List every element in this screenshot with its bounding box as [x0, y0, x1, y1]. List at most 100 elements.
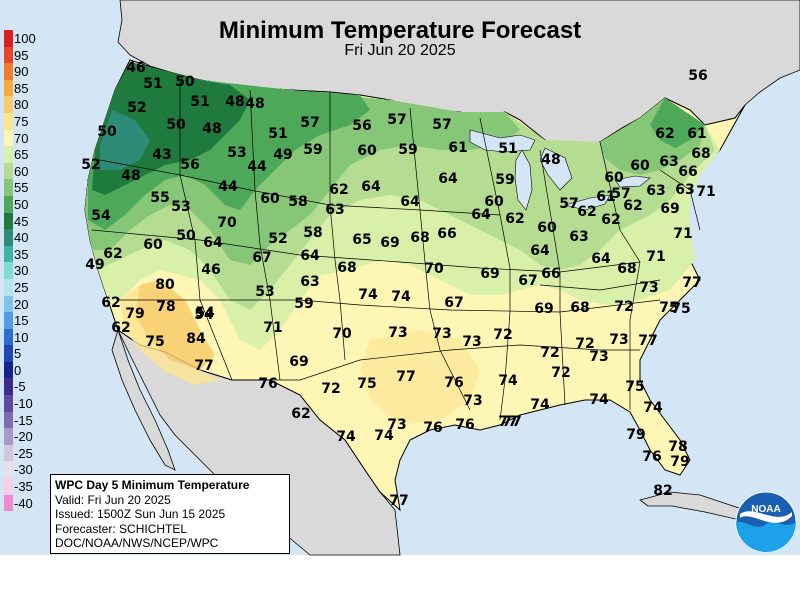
- scale-swatch: [4, 262, 13, 279]
- temp-label: 60: [143, 237, 163, 253]
- temp-label: 70: [332, 326, 352, 342]
- scale-swatch: [4, 328, 13, 346]
- temp-label: 72: [493, 327, 512, 343]
- scale-label: 15: [14, 313, 29, 329]
- scale-swatch: [4, 461, 13, 479]
- temp-label: 58: [303, 225, 322, 241]
- bottom-margin: [0, 555, 800, 600]
- scale-swatch: [4, 63, 13, 80]
- scale-label: -5: [14, 379, 26, 395]
- temp-label: 49: [273, 147, 292, 163]
- temp-label: 69: [480, 266, 499, 282]
- temp-label: 76: [423, 420, 442, 436]
- scale-swatch: [4, 129, 13, 147]
- temp-label: 57: [611, 186, 630, 202]
- temp-label: 73: [589, 349, 608, 365]
- temp-label: 77: [638, 333, 657, 349]
- temp-label: 59: [495, 172, 514, 188]
- scale-label: 90: [14, 64, 29, 80]
- scale-label: -10: [14, 396, 33, 412]
- temp-label: 56: [180, 157, 199, 173]
- temp-label: 62: [329, 182, 348, 198]
- temp-label: 71: [696, 184, 715, 200]
- temp-label: 78: [668, 439, 687, 455]
- temp-label: 53: [255, 284, 274, 300]
- scale-row: 0: [4, 361, 48, 379]
- scale-label: 95: [14, 47, 29, 63]
- temp-label: 54: [91, 208, 111, 224]
- scale-row: 60: [4, 162, 48, 180]
- temp-label: 63: [659, 154, 678, 170]
- temp-label: 72: [614, 299, 633, 315]
- info-forecaster: Forecaster: SCHICHTEL: [55, 521, 188, 536]
- temp-label: 63: [675, 182, 694, 198]
- temp-label: 61: [448, 140, 467, 156]
- temp-label: 62: [623, 198, 642, 214]
- temp-label: 59: [398, 142, 417, 158]
- temp-label: 57: [387, 112, 406, 128]
- temp-label: 69: [289, 354, 308, 370]
- band-40: [100, 110, 150, 170]
- temp-label: 64: [438, 171, 458, 187]
- temp-label: 70: [424, 261, 444, 277]
- temp-label: 46: [201, 262, 220, 278]
- band-50-east: [650, 98, 705, 148]
- scale-row: -40: [4, 494, 48, 512]
- temp-label: 73: [388, 325, 407, 341]
- temp-label: 69: [660, 201, 679, 217]
- temp-label: 66: [541, 266, 560, 282]
- info-box: WPC Day 5 Minimum Temperature Valid: Fri…: [50, 474, 290, 554]
- scale-row: 80: [4, 96, 48, 113]
- info-issued: Issued: 1500Z Sun Jun 15 2025: [55, 507, 226, 521]
- temp-label: 59: [294, 296, 313, 312]
- temp-label: 51: [498, 141, 517, 157]
- scale-row: -35: [4, 478, 48, 495]
- scale-row: 5: [4, 345, 48, 362]
- scale-label: 20: [14, 296, 29, 312]
- temp-label: 75: [671, 301, 690, 317]
- temp-label: 72: [321, 381, 340, 397]
- scale-swatch: [4, 494, 13, 512]
- scale-swatch: [4, 162, 13, 180]
- band-75-southwest: [120, 285, 220, 385]
- temp-label: 73: [462, 334, 481, 350]
- temp-label: 68: [410, 230, 429, 246]
- temp-label: 53: [227, 145, 246, 161]
- temp-label: 43: [152, 147, 171, 163]
- temp-label: 77: [682, 275, 701, 291]
- temp-label: 77: [396, 369, 415, 385]
- temp-label: 76: [258, 376, 277, 392]
- scale-swatch: [4, 361, 13, 379]
- scale-label: 0: [14, 362, 22, 378]
- scale-label: 60: [14, 163, 29, 179]
- temp-label: 72: [551, 365, 570, 381]
- temp-label: 64: [591, 251, 611, 267]
- temp-label: 51: [268, 126, 287, 142]
- temp-label: 65: [352, 232, 371, 248]
- temp-label: 48: [541, 152, 560, 168]
- temp-label: 73: [463, 393, 482, 409]
- band-80-southwest: [135, 280, 215, 370]
- temp-label: 75: [625, 379, 644, 395]
- map-subtitle: Fri Jun 20 2025: [344, 42, 456, 59]
- temp-label: 48: [225, 94, 244, 110]
- scale-swatch: [4, 428, 13, 445]
- temp-label: 52: [268, 231, 287, 247]
- temp-label: 73: [432, 326, 451, 342]
- temp-label: 74: [336, 429, 356, 445]
- temp-label: 64: [361, 179, 381, 195]
- scale-row: -25: [4, 444, 48, 462]
- temp-label: 67: [444, 295, 463, 311]
- temp-label: 71: [263, 320, 282, 336]
- temp-label: 79: [125, 306, 144, 322]
- temp-label: 63: [569, 229, 588, 245]
- temp-label: 64: [300, 248, 320, 264]
- temp-label: 61: [687, 126, 706, 142]
- temp-label: 51: [190, 94, 209, 110]
- temp-label: 78: [156, 299, 175, 315]
- temp-label: 74: [358, 287, 378, 303]
- temp-label: 60: [630, 158, 650, 174]
- temp-label: 77: [194, 358, 213, 374]
- temp-label: 52: [127, 100, 146, 116]
- scale-row: 40: [4, 229, 48, 246]
